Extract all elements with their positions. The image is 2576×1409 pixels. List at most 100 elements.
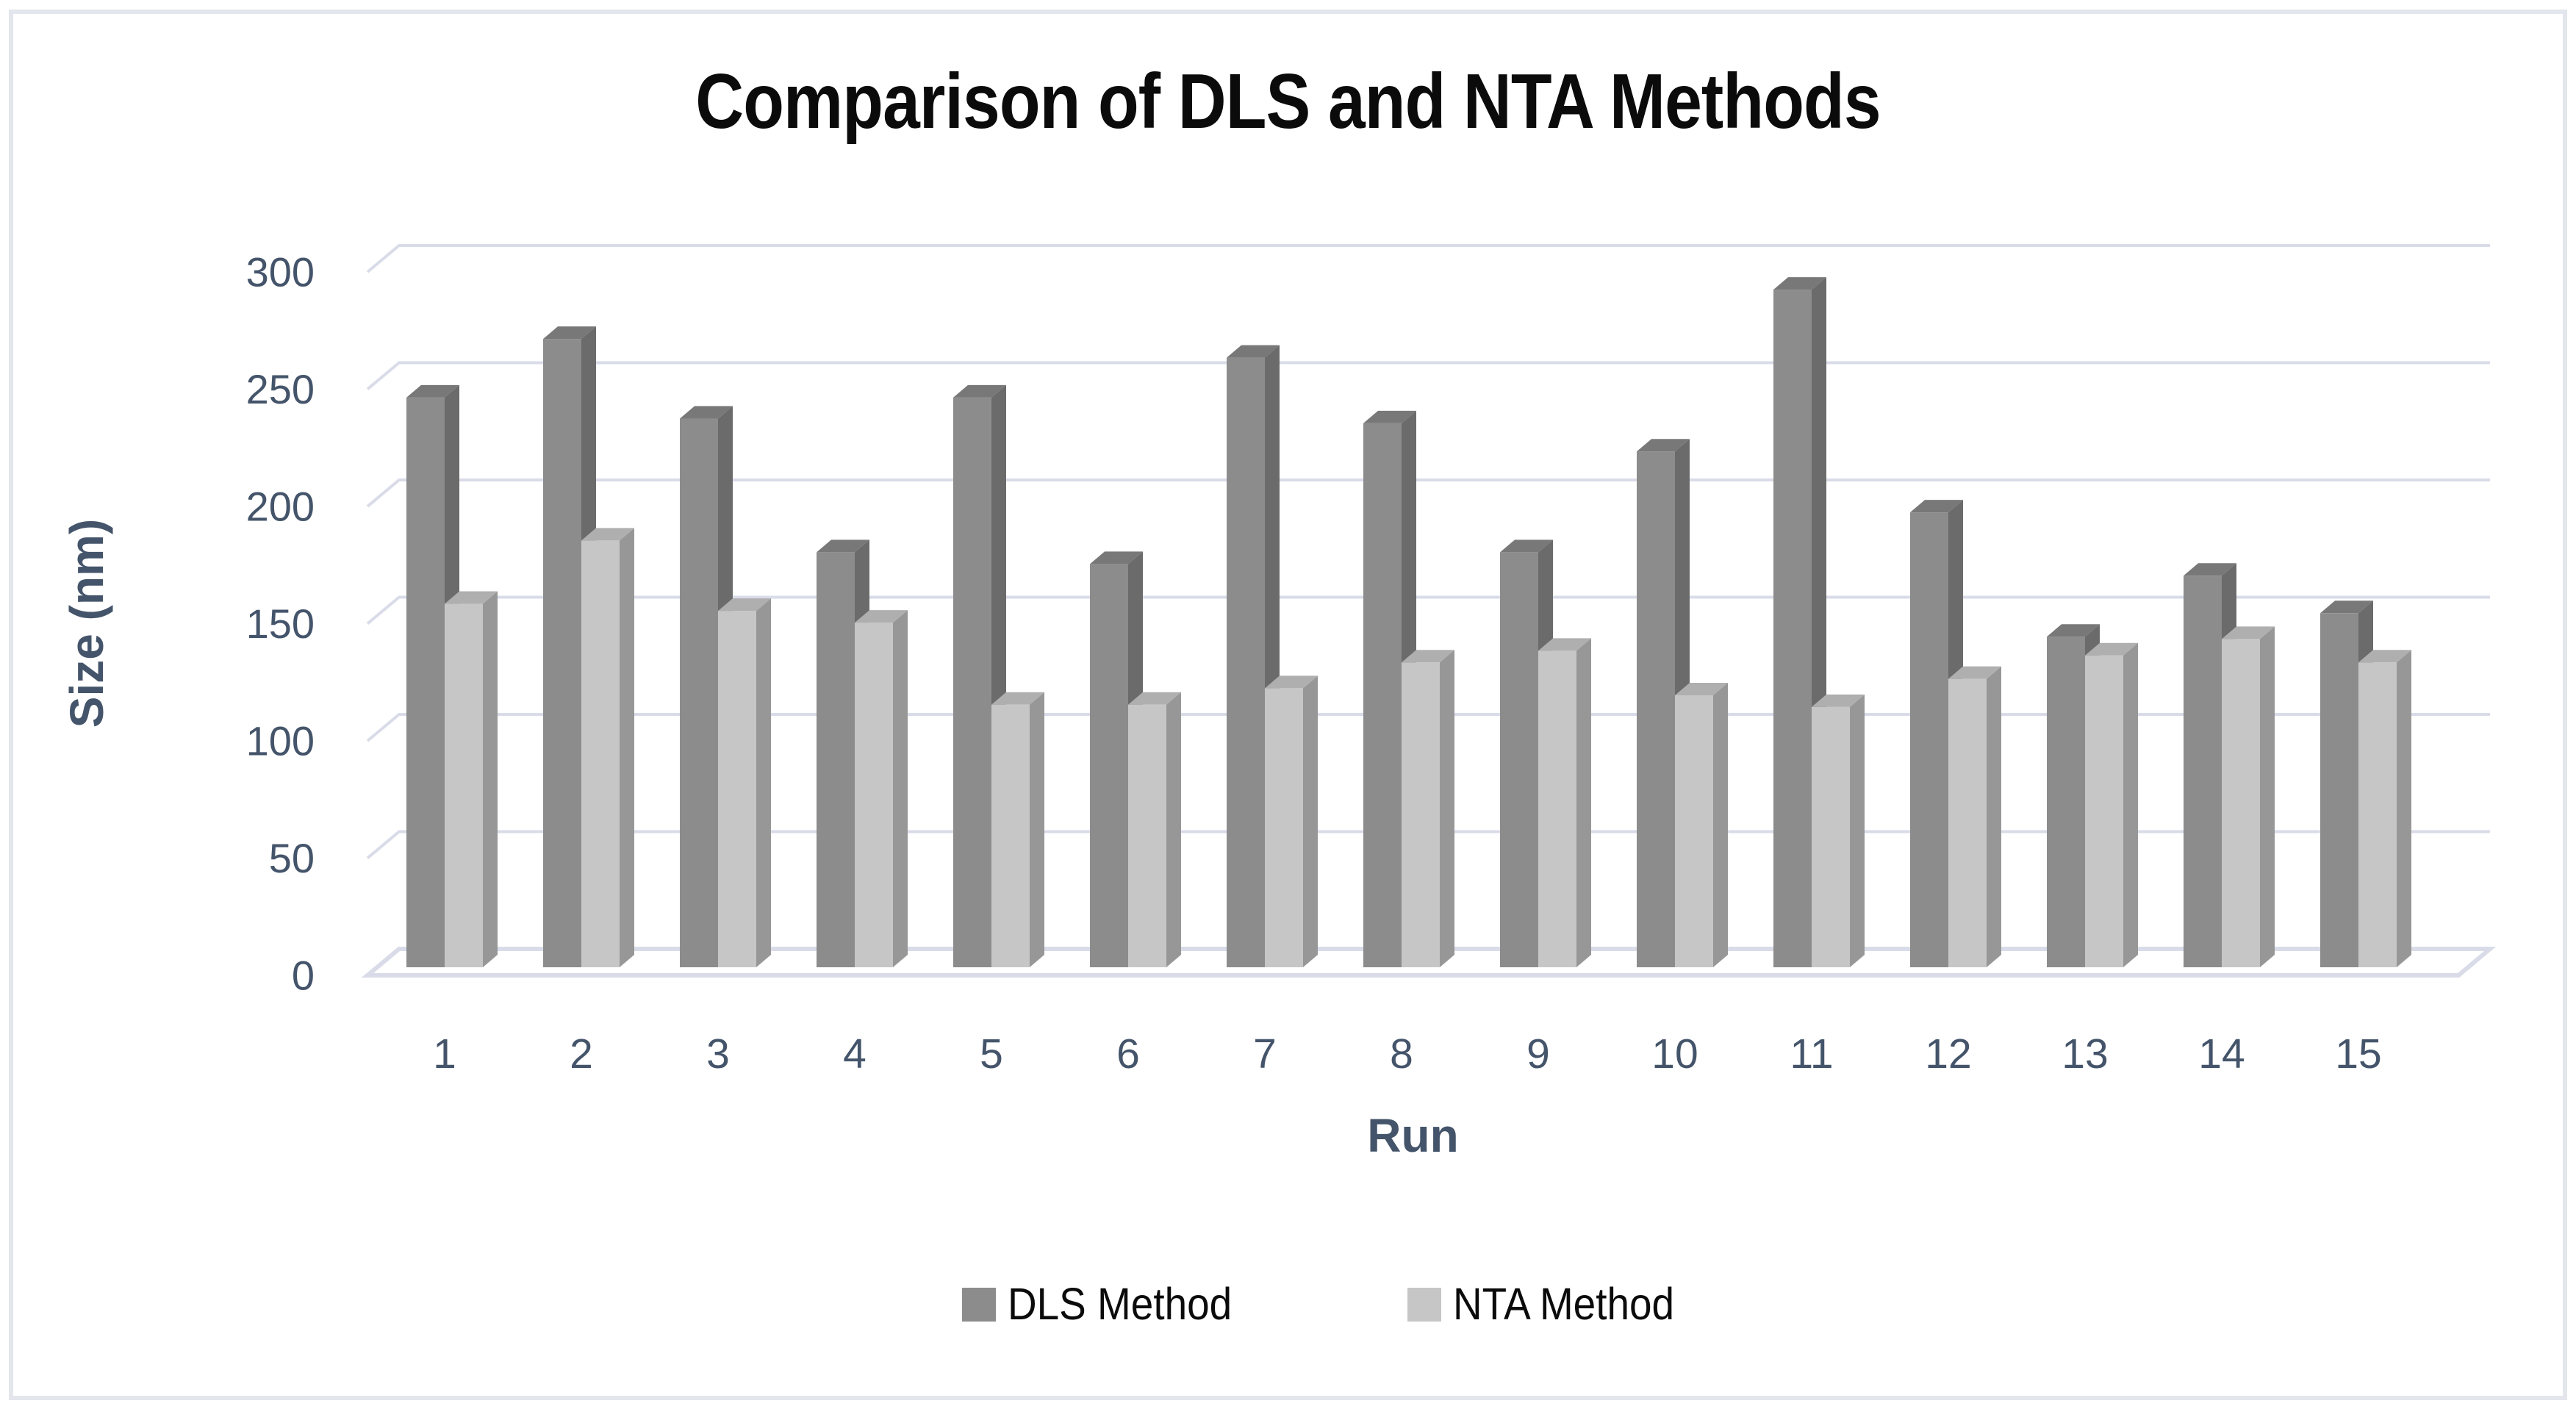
bar-front (543, 339, 581, 968)
x-category-label: 3 (706, 1030, 730, 1078)
bar-side (1303, 675, 1318, 967)
x-category-label: 9 (1526, 1030, 1550, 1078)
bar-front (1227, 357, 1265, 968)
bar-front (953, 397, 991, 967)
bar-top (1090, 551, 1143, 564)
bar-top (1637, 439, 1690, 452)
bar-front (2047, 637, 2085, 967)
bar-side (483, 591, 498, 967)
bar-top (445, 591, 498, 604)
x-category-label: 10 (1651, 1030, 1698, 1078)
legend-items: DLS Method NTA Method (962, 1282, 1699, 1327)
bar-front (718, 611, 756, 967)
bar-front (991, 704, 1030, 967)
bar-front (1948, 678, 1987, 967)
x-category-label: 15 (2335, 1030, 2381, 1078)
bar-top (2222, 626, 2275, 639)
bar-side (620, 528, 634, 967)
y-tick-label: 200 (246, 484, 315, 530)
bar-top (1773, 277, 1826, 290)
bar-side (2260, 626, 2275, 967)
dls-series-swatch-icon (962, 1287, 997, 1322)
bar-front (1675, 695, 1713, 967)
x-category-label: 13 (2062, 1030, 2108, 1078)
chart-title: Comparison of DLS and NTA Methods (695, 58, 1881, 145)
bar-front (2358, 662, 2397, 967)
bar-top (718, 598, 771, 612)
bar-top (855, 610, 908, 623)
bar-front (1812, 706, 1850, 967)
x-category-label: 1 (433, 1030, 456, 1078)
bar-top (817, 539, 869, 553)
bar-side (1030, 692, 1044, 967)
bar-front (1637, 451, 1675, 967)
bar-top (406, 384, 459, 398)
nta-series-swatch-icon (1407, 1287, 1442, 1322)
bar-front (817, 552, 855, 967)
bar-front (1265, 688, 1303, 967)
bar-side (893, 610, 908, 967)
bar-top (953, 384, 1006, 398)
bar-front (2320, 613, 2358, 967)
x-category-label: 4 (843, 1030, 867, 1078)
legend-item-nta: NTA Method (1407, 1282, 1699, 1327)
bar-top (1265, 675, 1318, 689)
bar-side (2397, 650, 2411, 967)
bar-top (2047, 624, 2100, 637)
bar-front (2085, 655, 2123, 967)
bar-top (2320, 600, 2373, 614)
bar-top (991, 692, 1044, 705)
bar-front (1128, 704, 1166, 967)
y-tick-label: 50 (269, 835, 315, 881)
bar-top (2085, 642, 2138, 656)
bar-side (1166, 692, 1181, 967)
legend-item-dls: DLS Method (962, 1282, 1257, 1327)
x-category-label: 5 (980, 1030, 1003, 1078)
bar-front (1773, 290, 1812, 968)
bar-front (2222, 639, 2260, 967)
bar-top (680, 406, 733, 419)
x-category-label: 2 (570, 1030, 593, 1078)
bar-top (1402, 650, 1454, 663)
y-tick-label: 300 (246, 249, 315, 295)
bar-front (1500, 552, 1538, 967)
x-category-label: 14 (2198, 1030, 2245, 1078)
y-tick-label: 250 (246, 366, 315, 412)
bar-side (756, 598, 771, 967)
bar-top (1812, 694, 1865, 707)
bar-side (1987, 666, 2001, 967)
x-category-label: 12 (1925, 1030, 1971, 1078)
bar-side (2123, 642, 2138, 967)
legend-label-nta: NTA Method (1453, 1279, 1675, 1329)
bar-top (2358, 650, 2411, 663)
y-tick-label: 100 (246, 718, 315, 764)
y-tick-label: 0 (292, 953, 315, 999)
bar-front (2184, 576, 2222, 967)
bar-top (1227, 345, 1280, 358)
x-category-label: 7 (1253, 1030, 1277, 1078)
legend: DLS Method NTA Method (0, 1282, 2576, 1327)
bar-top (1500, 539, 1553, 553)
bar-front (1538, 650, 1576, 967)
floor (361, 947, 2497, 978)
bar-front (406, 397, 445, 967)
bar-front (445, 603, 483, 967)
bar-side (1713, 682, 1728, 967)
bar-side (1850, 694, 1865, 967)
bar-front (581, 540, 620, 967)
bar-top (1910, 500, 1963, 513)
legend-label-dls: DLS Method (1008, 1279, 1233, 1329)
x-category-label: 8 (1390, 1030, 1413, 1078)
bar-top (581, 528, 634, 541)
bar-top (1948, 666, 2001, 679)
bar-front (1910, 512, 1948, 967)
bar-top (2184, 563, 2236, 576)
bar-top (1675, 682, 1728, 695)
x-category-label: 6 (1116, 1030, 1140, 1078)
bar-side (1576, 638, 1591, 967)
bar-front (855, 623, 893, 967)
bar-front (1363, 423, 1402, 967)
bar-top (543, 326, 596, 340)
